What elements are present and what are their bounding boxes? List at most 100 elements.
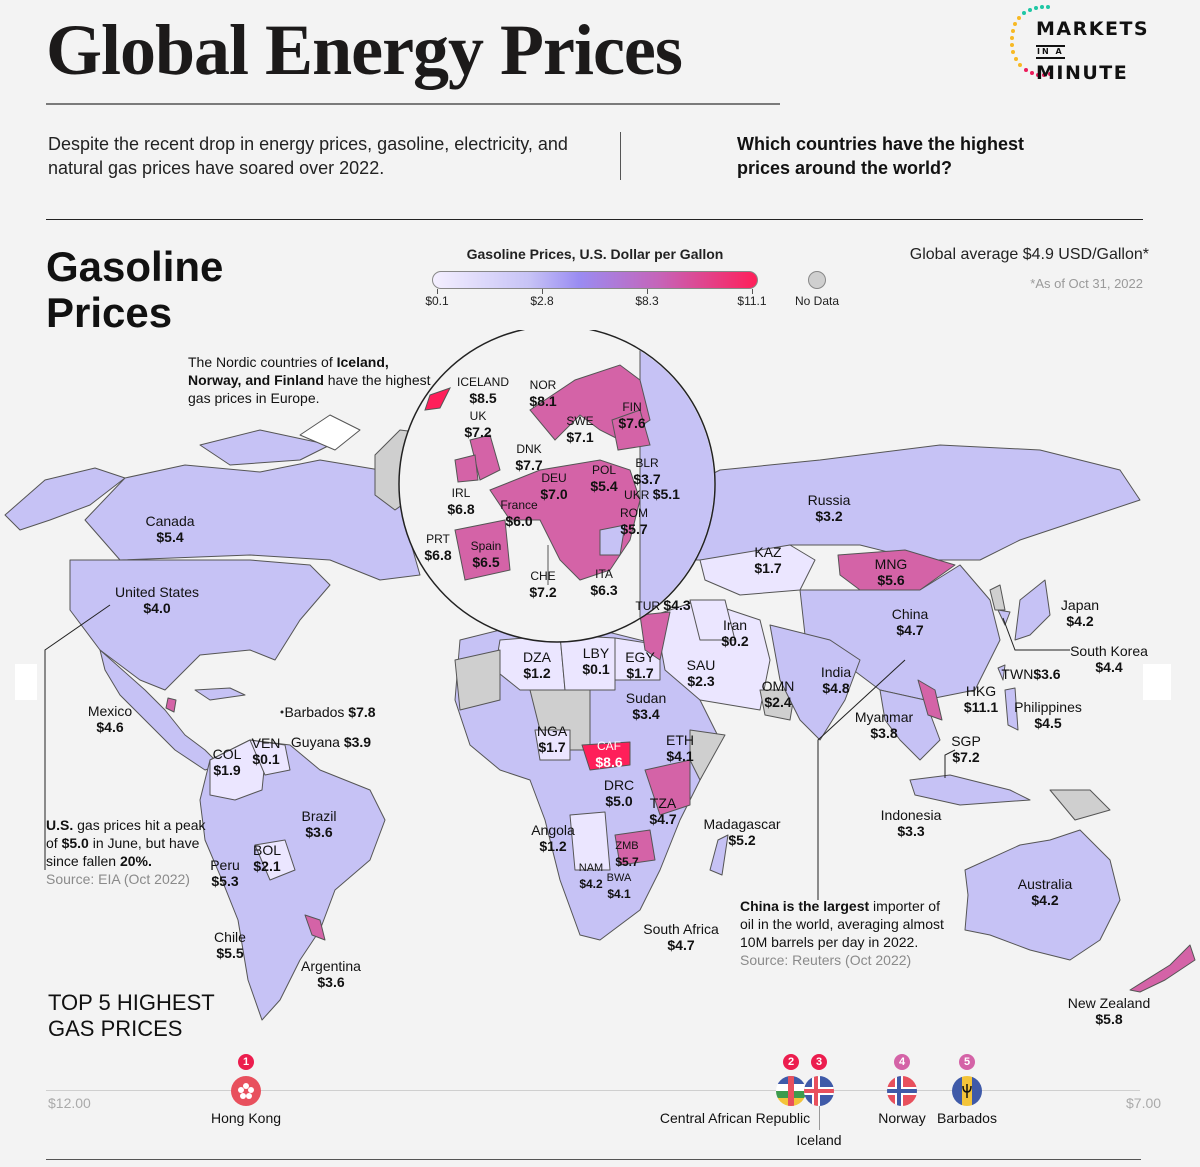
top5-axis (46, 1090, 1140, 1091)
markets-in-a-minute-logo: MARKETS IN A MINUTE (1000, 4, 1150, 84)
nordic-annotation: The Nordic countries of Iceland, Norway,… (188, 354, 431, 406)
rank-badge-5: 5 (959, 1054, 975, 1070)
label-germany: DEU $7.0 (540, 471, 568, 502)
label-spain: Spain $6.5 (470, 539, 502, 570)
label-portugal: PRT $6.8 (424, 532, 452, 563)
top5-label-barbados: Barbados (937, 1110, 997, 1126)
label-saudi-arabia: SAU $2.3 (686, 657, 716, 689)
label-venezuela: VEN $0.1 (251, 735, 281, 767)
label-sweden: SWE $7.1 (566, 414, 594, 445)
label-singapore: SGP $7.2 (951, 733, 981, 765)
legend-tick-3: $8.3 (635, 294, 659, 308)
logo-small: IN A (1036, 44, 1065, 59)
legend-tick-max: $11.1 (737, 294, 767, 308)
legend-tickmark (437, 289, 438, 294)
russia-shape (659, 444, 1141, 561)
label-barbados: Barbados $7.8 (284, 704, 376, 720)
label-china: China $4.7 (891, 606, 929, 638)
label-taiwan: TWN$3.6 (1001, 666, 1061, 682)
label-indonesia: Indonesia $3.3 (880, 807, 942, 839)
label-belarus: BLR $3.7 (633, 456, 661, 487)
label-kazakhstan: KAZ $1.7 (754, 544, 782, 576)
label-brazil: Brazil $3.6 (301, 808, 337, 840)
label-guyana: Guyana $3.9 (290, 734, 372, 750)
header-vertical-divider (620, 132, 621, 180)
label-turkey: TUR $4.3 (635, 597, 691, 613)
label-hong-kong: HKG $11.1 (963, 683, 999, 715)
label-colombia: COL $1.9 (212, 746, 242, 778)
rank-badge-3: 3 (811, 1054, 827, 1070)
china-callout-line (817, 659, 906, 900)
label-australia: Australia $4.2 (1017, 876, 1073, 908)
us-callout-line (44, 604, 111, 870)
label-uk: UK $7.2 (464, 409, 492, 440)
bolivia-shape (254, 839, 296, 881)
japan-shape (1014, 579, 1051, 641)
kenya-uganda-shape (644, 759, 691, 816)
label-caf: CAF $8.6 (595, 739, 623, 770)
label-madagascar: Madagascar $5.2 (703, 816, 781, 848)
label-tanzania: TZA $4.7 (649, 795, 677, 827)
legend-tick-min: $0.1 (425, 294, 449, 308)
page-title: Global Energy Prices (46, 10, 683, 90)
nigeria-shape (534, 729, 571, 761)
label-south-africa: South Africa $4.7 (643, 921, 719, 953)
label-denmark: DNK $7.7 (515, 442, 543, 473)
label-poland: POL $5.4 (590, 463, 618, 494)
new-zealand-shape (1129, 944, 1196, 993)
label-new-zealand: New Zealand $5.8 (1067, 995, 1151, 1027)
label-india: India $4.8 (820, 664, 852, 696)
top5-axis-min: $12.00 (48, 1095, 91, 1111)
left-scroll-tab[interactable] (15, 664, 37, 700)
legend-tickmark (752, 289, 753, 294)
section-divider (46, 219, 1143, 220)
intro-text: Despite the recent drop in energy prices… (48, 134, 568, 178)
top5-title: TOP 5 HIGHEST GAS PRICES (48, 990, 215, 1042)
right-scroll-tab[interactable] (1143, 664, 1171, 700)
no-data-label: No Data (795, 294, 840, 308)
label-canada: Canada $5.4 (145, 513, 195, 545)
label-south-korea: South Korea $4.4 (1070, 643, 1148, 675)
top5-label-car: Central African Republic (659, 1110, 811, 1126)
label-ukraine: UKR $5.1 (624, 486, 680, 502)
madagascar-shape (709, 834, 729, 876)
laos-shape (917, 679, 943, 721)
label-namibia: NAM $4.2 (578, 862, 604, 891)
label-sudan: Sudan $3.4 (625, 690, 667, 722)
label-mexico: Mexico $4.6 (87, 703, 133, 735)
zambia-shape (614, 829, 656, 866)
label-norway: NOR $8.1 (529, 378, 557, 409)
label-drc: DRC $5.0 (603, 777, 635, 809)
iceland-flag-icon (804, 1076, 834, 1106)
no-data-swatch (808, 271, 826, 289)
china-annotation: China is the largest importer of oil in … (740, 897, 955, 969)
label-iran: Iran $0.2 (721, 617, 749, 649)
iceland-shape (424, 387, 451, 411)
label-argentina: Argentina $3.6 (301, 958, 361, 990)
label-italy: ITA $6.3 (590, 567, 618, 598)
label-iceland: ICELAND $8.5 (456, 375, 510, 406)
label-zambia: ZMB $5.7 (615, 840, 639, 869)
label-romania: ROM $5.7 (620, 506, 648, 537)
top5-title-line1: TOP 5 HIGHEST (48, 990, 215, 1015)
world-map (4, 330, 1196, 1021)
car-flag-icon (776, 1076, 806, 1106)
iberia-shape (454, 519, 511, 581)
us-annotation-source: Source: EIA (Oct 2022) (46, 871, 190, 887)
label-algeria: DZA $1.2 (523, 649, 551, 681)
label-oman: OMN $2.4 (761, 678, 795, 710)
dotted-ring-icon (1010, 5, 1050, 77)
label-philippines: Philippines $4.5 (1014, 699, 1082, 731)
label-switzerland: CHE $7.2 (529, 569, 557, 600)
top5-label-hong-kong: Hong Kong (210, 1110, 282, 1126)
legend-title: Gasoline Prices, U.S. Dollar per Gallon (466, 246, 724, 262)
alaska-shape (4, 467, 126, 531)
rank-badge-2: 2 (783, 1054, 799, 1070)
section-title-line2: Prices (46, 289, 173, 336)
label-myanmar: Myanmar $3.8 (854, 709, 914, 741)
south-america-shape (199, 739, 386, 1021)
label-japan: Japan $4.2 (1060, 597, 1100, 629)
legend-tick-2: $2.8 (530, 294, 554, 308)
label-ireland: IRL $6.8 (447, 486, 475, 517)
label-mongolia: MNG $5.6 (874, 556, 908, 588)
